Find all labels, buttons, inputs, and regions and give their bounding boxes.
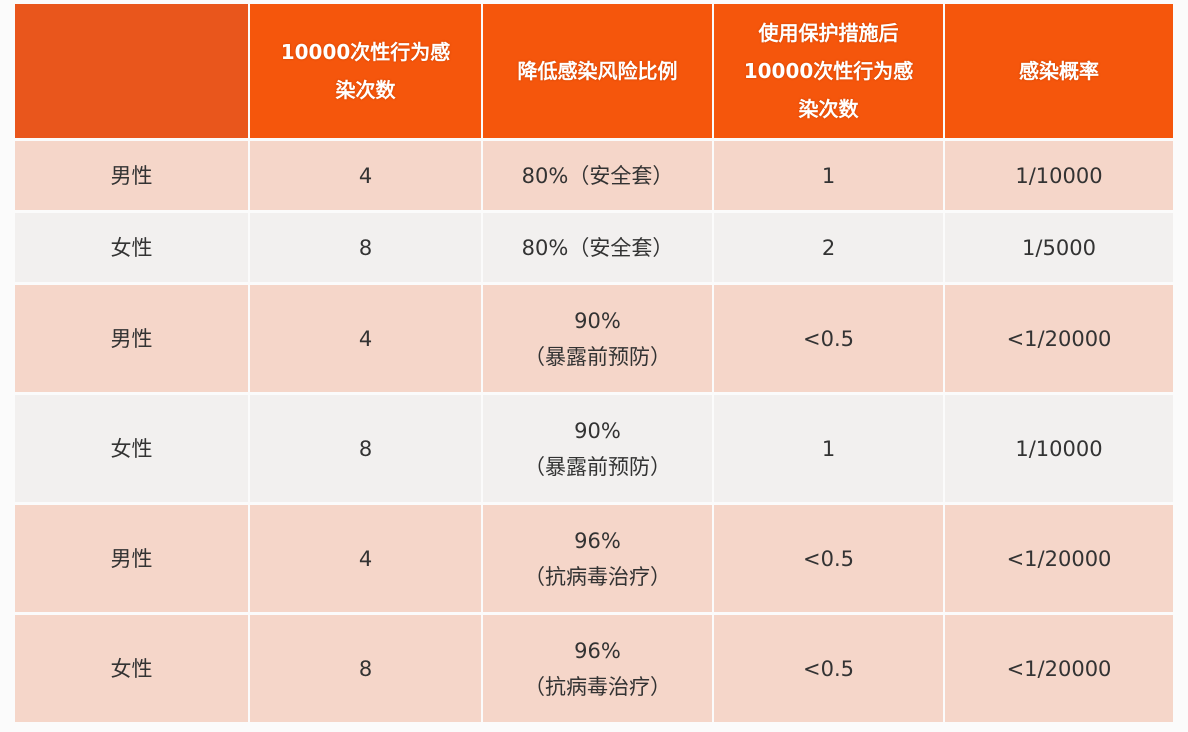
cell-count: 8: [250, 615, 481, 722]
header-cell: 使用保护措施后 10000次性行为感 染次数: [714, 4, 943, 138]
cell-count: 8: [250, 395, 481, 502]
cell-text: 90%: [574, 308, 621, 333]
cell-text: 1: [821, 163, 836, 188]
cell-prob: <1/20000: [945, 505, 1173, 612]
cell-text: （暴露前预防）: [524, 454, 671, 479]
cell-count: 4: [250, 141, 481, 210]
cell-text: 2: [821, 235, 836, 260]
cell-reduction: 96% （抗病毒治疗）: [483, 505, 712, 612]
cell-text: <0.5: [803, 656, 854, 681]
cell-after: <0.5: [714, 505, 943, 612]
cell-text: 80%（安全套）: [521, 235, 674, 260]
cell-text: 8: [358, 235, 373, 260]
cell-after: <0.5: [714, 615, 943, 722]
cell-reduction: 90% （暴露前预防）: [483, 395, 712, 502]
cell-sex: 女性: [15, 395, 248, 502]
header-text: 染次数: [798, 97, 859, 121]
cell-text: 4: [358, 163, 373, 188]
cell-prob: 1/5000: [945, 213, 1173, 282]
cell-count: 4: [250, 285, 481, 392]
cell-text: 女性: [110, 656, 153, 681]
cell-text: <0.5: [803, 326, 854, 351]
cell-sex: 女性: [15, 615, 248, 722]
cell-text: <0.5: [803, 546, 854, 571]
cell-count: 4: [250, 505, 481, 612]
cell-text: 1/5000: [1022, 235, 1096, 260]
cell-text: （抗病毒治疗）: [524, 674, 671, 699]
cell-text: 80%（安全套）: [521, 163, 674, 188]
cell-text: 90%: [574, 418, 621, 443]
cell-text: 4: [358, 546, 373, 571]
cell-text: 女性: [110, 235, 153, 260]
cell-text: 1: [821, 436, 836, 461]
header-text: 使用保护措施后: [758, 21, 899, 45]
cell-text: 女性: [110, 436, 153, 461]
cell-after: 1: [714, 395, 943, 502]
cell-sex: 男性: [15, 505, 248, 612]
header-text: 感染概率: [1019, 59, 1099, 83]
cell-reduction: 90% （暴露前预防）: [483, 285, 712, 392]
cell-text: 1/10000: [1015, 436, 1103, 461]
header-text: 10000次性行为感: [280, 40, 451, 64]
header-cell: 感染概率: [945, 4, 1173, 138]
cell-after: 1: [714, 141, 943, 210]
header-text: 降低感染风险比例: [517, 59, 678, 83]
cell-prob: <1/20000: [945, 615, 1173, 722]
cell-reduction: 80%（安全套）: [483, 213, 712, 282]
header-cell: 10000次性行为感 染次数: [250, 4, 481, 138]
header-cell: [15, 4, 248, 138]
cell-text: （抗病毒治疗）: [524, 564, 671, 589]
cell-text: 96%: [574, 528, 621, 553]
header-text: 10000次性行为感: [743, 59, 914, 83]
cell-count: 8: [250, 213, 481, 282]
header-text: 染次数: [335, 78, 396, 102]
cell-prob: <1/20000: [945, 285, 1173, 392]
cell-text: 男性: [110, 326, 153, 351]
cell-text: <1/20000: [1006, 656, 1112, 681]
cell-text: <1/20000: [1006, 326, 1112, 351]
cell-text: 96%: [574, 638, 621, 663]
cell-after: <0.5: [714, 285, 943, 392]
cell-after: 2: [714, 213, 943, 282]
cell-sex: 男性: [15, 141, 248, 210]
cell-text: 8: [358, 656, 373, 681]
cell-reduction: 96% （抗病毒治疗）: [483, 615, 712, 722]
cell-sex: 男性: [15, 285, 248, 392]
cell-text: 男性: [110, 546, 153, 571]
infection-risk-table: 10000次性行为感 染次数 降低感染风险比例 使用保护措施后 10000次性行为感 染次…: [15, 4, 1173, 722]
header-cell: 降低感染风险比例: [483, 4, 712, 138]
cell-text: 男性: [110, 163, 153, 188]
cell-text: （暴露前预防）: [524, 344, 671, 369]
cell-text: 1/10000: [1015, 163, 1103, 188]
cell-text: 4: [358, 326, 373, 351]
cell-prob: 1/10000: [945, 141, 1173, 210]
cell-reduction: 80%（安全套）: [483, 141, 712, 210]
cell-text: 8: [358, 436, 373, 461]
cell-prob: 1/10000: [945, 395, 1173, 502]
cell-sex: 女性: [15, 213, 248, 282]
cell-text: <1/20000: [1006, 546, 1112, 571]
